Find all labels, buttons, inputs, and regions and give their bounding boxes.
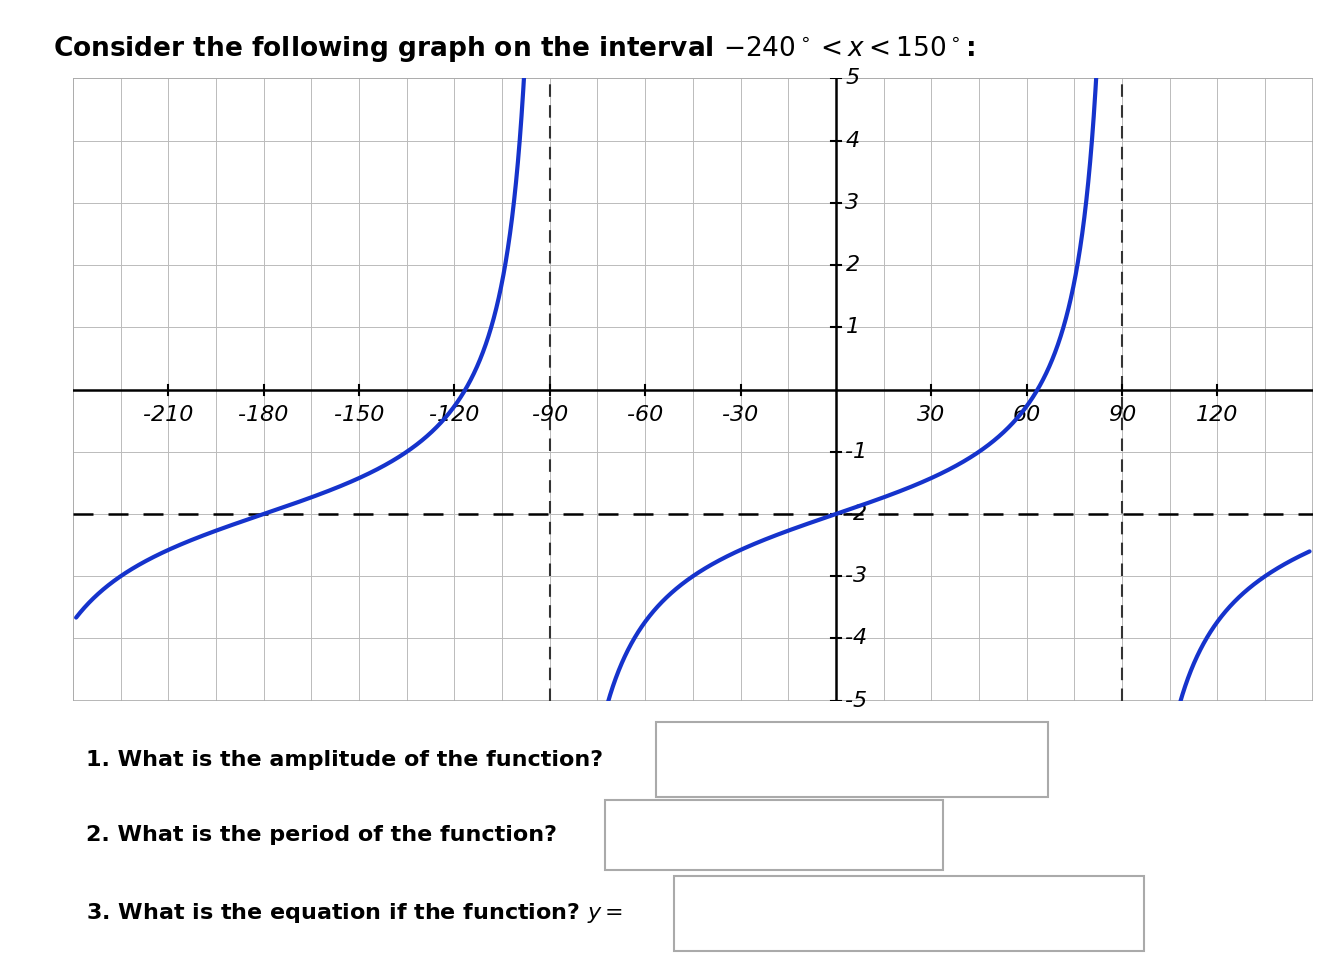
Text: -180: -180 [239,405,289,425]
Text: 1. What is the amplitude of the function?: 1. What is the amplitude of the function… [86,750,603,769]
Text: -5: -5 [846,691,867,710]
Text: -90: -90 [532,405,568,425]
Text: 90: 90 [1109,405,1136,425]
Text: 30: 30 [918,405,945,425]
Text: 3: 3 [846,193,859,213]
Text: -120: -120 [430,405,480,425]
Text: -210: -210 [143,405,194,425]
Text: 2. What is the period of the function?: 2. What is the period of the function? [86,825,557,845]
Text: -3: -3 [846,566,867,586]
Text: 3. What is the equation if the function? $y =$: 3. What is the equation if the function?… [86,902,623,925]
Text: -150: -150 [334,405,385,425]
Text: 1: 1 [846,318,859,337]
Text: 4: 4 [846,130,859,151]
Text: 60: 60 [1013,405,1041,425]
Text: 5: 5 [846,69,859,88]
Text: -2: -2 [846,504,867,524]
Text: Consider the following graph on the interval $-240^\circ < x < 150^\circ$:: Consider the following graph on the inte… [53,34,976,65]
Text: -4: -4 [846,628,867,649]
Text: 2: 2 [846,255,859,275]
Text: 120: 120 [1196,405,1238,425]
Text: -60: -60 [627,405,663,425]
Text: -30: -30 [723,405,758,425]
Text: -1: -1 [846,442,867,462]
